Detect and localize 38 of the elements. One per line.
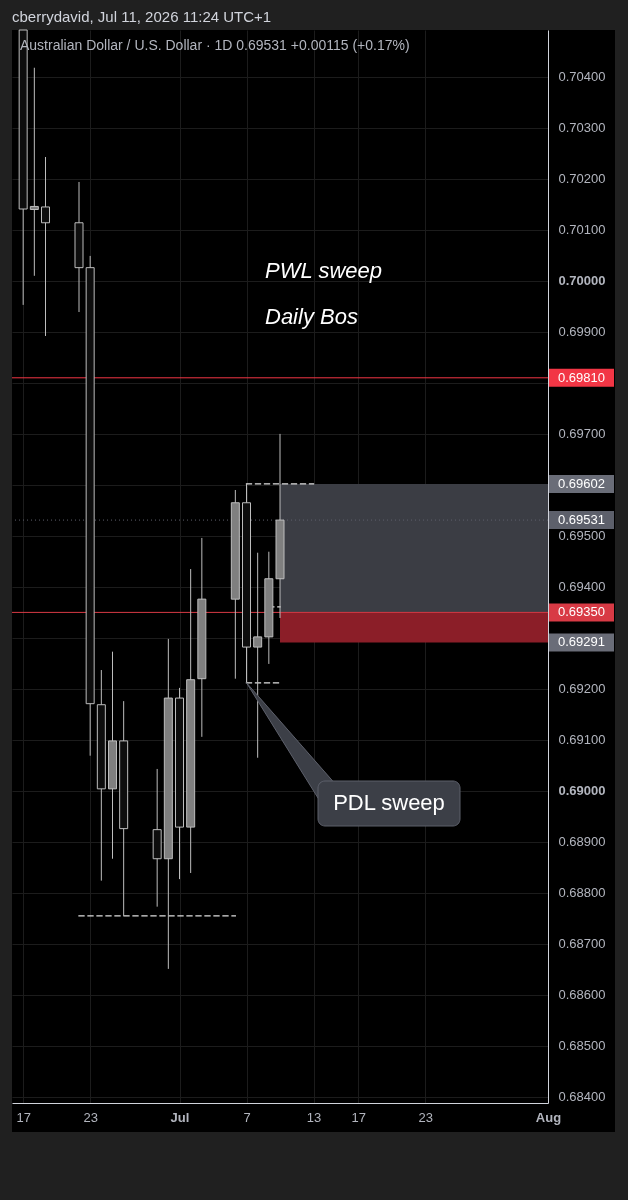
y-tick-label: 0.68400 <box>558 1089 606 1105</box>
x-tick-label: 13 <box>306 1109 322 1125</box>
y-tick-label: 0.69200 <box>558 681 606 697</box>
y-tick-label: 0.70000 <box>558 273 606 289</box>
y-tick-label: 0.70400 <box>558 69 606 85</box>
annotation: Daily Bos <box>265 304 358 329</box>
y-tick-label: 0.70300 <box>558 120 606 136</box>
y-tick-label: 0.69700 <box>558 426 606 442</box>
candlestick <box>29 67 39 277</box>
y-tick-label: 0.69100 <box>558 732 606 748</box>
x-tick-label: 17 <box>351 1109 366 1125</box>
x-tick-label: Aug <box>535 1109 562 1125</box>
band-label: 0.69602 <box>558 475 605 491</box>
x-tick-label: Jul <box>170 1109 190 1125</box>
y-tick-label: 0.68500 <box>558 1038 606 1054</box>
x-tick-label: 23 <box>418 1109 433 1125</box>
x-tick-label: 17 <box>16 1109 31 1125</box>
ref-line-label: 0.69350 <box>558 604 605 620</box>
y-tick-label: 0.69000 <box>558 783 606 799</box>
ref-line-label: 0.69810 <box>558 369 605 385</box>
ref-line-label: 0.69531 <box>558 512 605 528</box>
y-tick-label: 0.68800 <box>558 885 606 901</box>
candlestick <box>253 552 263 759</box>
y-tick-label: 0.70100 <box>558 222 606 238</box>
y-tick-label: 0.68900 <box>558 834 606 850</box>
y-tick-label: 0.69900 <box>558 324 606 340</box>
band-label: 0.69291 <box>558 634 605 650</box>
candlestick <box>41 156 50 337</box>
y-tick-label: 0.68600 <box>558 987 606 1003</box>
y-tick-label: 0.70200 <box>558 171 606 187</box>
annotation: PWL sweep <box>265 258 382 283</box>
text: cberrydavid, Jul 11, 2026 11:24 UTC+1 <box>12 8 272 25</box>
x-tick-label: 23 <box>83 1109 98 1125</box>
y-tick-label: 0.68700 <box>558 936 606 952</box>
x-tick-label: 7 <box>243 1109 251 1125</box>
y-tick-label: 0.69500 <box>558 528 606 544</box>
y-tick-label: 0.69400 <box>558 579 606 595</box>
annotation: PDL sweep <box>333 790 445 815</box>
